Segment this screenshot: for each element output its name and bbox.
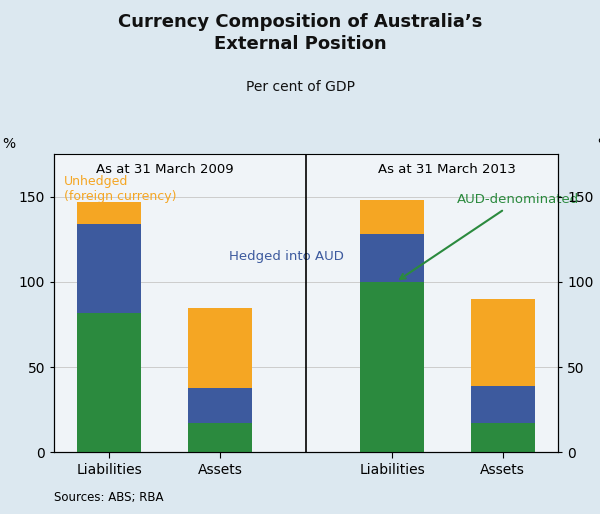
Bar (471, 424, 535, 452)
Bar (188, 307, 252, 388)
Text: AUD-denominated: AUD-denominated (400, 193, 580, 279)
Bar (360, 282, 424, 452)
Text: Per cent of GDP: Per cent of GDP (245, 80, 355, 94)
Bar (77, 313, 141, 452)
Text: As at 31 March 2009: As at 31 March 2009 (96, 163, 233, 176)
Bar (188, 388, 252, 424)
Bar (360, 200, 424, 234)
Bar (188, 424, 252, 452)
Bar (471, 386, 535, 424)
Bar (77, 224, 141, 313)
Text: Hedged into AUD: Hedged into AUD (229, 250, 343, 263)
Bar (77, 202, 141, 224)
Text: As at 31 March 2013: As at 31 March 2013 (379, 163, 517, 176)
Text: %: % (597, 137, 600, 151)
Text: Unhedged
(foreign currency): Unhedged (foreign currency) (64, 175, 176, 203)
Bar (471, 299, 535, 386)
Text: %: % (2, 137, 15, 151)
Bar (360, 234, 424, 282)
Text: Sources: ABS; RBA: Sources: ABS; RBA (54, 491, 163, 504)
Text: Currency Composition of Australia’s
External Position: Currency Composition of Australia’s Exte… (118, 13, 482, 53)
